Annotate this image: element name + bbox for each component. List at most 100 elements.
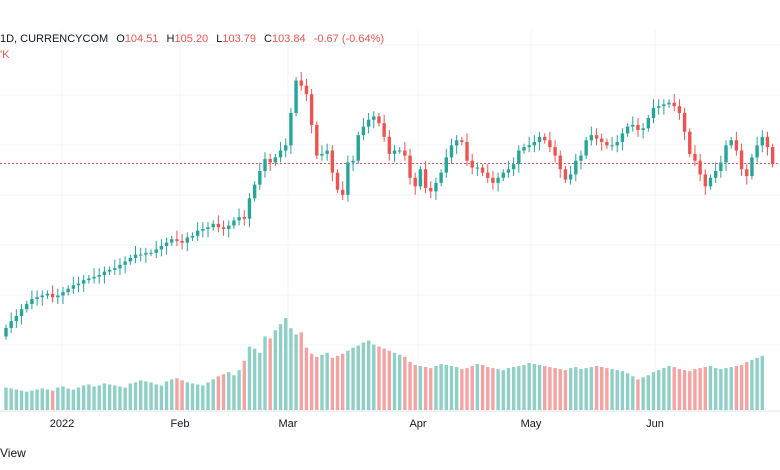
volume-bar — [180, 380, 184, 410]
volume-bar — [185, 382, 189, 410]
candle-body — [237, 217, 241, 221]
candle-body — [465, 141, 469, 161]
x-tick-label: May — [521, 418, 542, 430]
volume-bar — [315, 356, 319, 410]
volume-bar — [698, 368, 702, 410]
volume-bar — [662, 368, 666, 410]
volume-bar — [418, 366, 423, 410]
candle-body — [366, 119, 371, 127]
legend-close-label: C — [264, 33, 272, 45]
candle-body — [97, 275, 101, 277]
candle-body — [403, 150, 407, 156]
candle-body — [102, 271, 107, 276]
candle-body — [688, 131, 692, 154]
candle-body — [273, 157, 278, 163]
candle-body — [45, 293, 50, 296]
volume-bar — [138, 380, 143, 410]
volume-bar — [144, 381, 148, 410]
volume-bar — [35, 389, 39, 410]
volume-bar — [491, 368, 495, 410]
volume-bar — [123, 387, 127, 410]
candle-body — [770, 147, 775, 165]
candle-body — [454, 140, 459, 146]
candle-body — [299, 80, 303, 86]
candle-body — [589, 135, 594, 141]
candle-body — [656, 106, 661, 108]
candle-body — [558, 155, 562, 170]
candle-body — [418, 169, 423, 187]
volume-bar — [149, 382, 153, 410]
candle-body — [662, 104, 666, 107]
candle-body — [289, 112, 293, 146]
candle-body — [636, 124, 640, 131]
candle-body — [765, 136, 770, 148]
volume-bar — [30, 390, 34, 410]
volume-bar — [537, 365, 542, 410]
volume-bar — [102, 383, 107, 410]
volume-bar — [294, 334, 298, 410]
candle-body — [190, 235, 195, 238]
candle-body — [304, 85, 309, 95]
volume-bar — [413, 365, 417, 410]
candle-body — [320, 153, 324, 156]
volume-bar — [677, 369, 682, 410]
volume-bar — [118, 386, 122, 410]
candle-body — [584, 140, 588, 156]
volume-bar — [589, 367, 594, 410]
candle-body — [563, 169, 568, 180]
view-button[interactable]: View — [0, 446, 26, 460]
candle-body — [144, 252, 148, 255]
volume-bar — [584, 368, 588, 410]
candle-body — [703, 174, 707, 187]
candle-body — [651, 107, 656, 119]
candle-body — [356, 135, 360, 161]
volume-bar — [133, 382, 138, 410]
volume-bar — [506, 368, 511, 410]
candle-body — [408, 155, 412, 178]
candle-body — [631, 124, 635, 127]
volume-bar — [693, 369, 697, 410]
volume-bar — [631, 376, 635, 410]
volume-bar — [232, 375, 236, 410]
volume-bar — [206, 382, 210, 410]
volume-bar — [113, 385, 117, 410]
volume-bar — [4, 387, 8, 410]
volume-bar — [351, 347, 355, 410]
candle-body — [92, 276, 96, 279]
candle-body — [164, 242, 169, 247]
volume-bar — [175, 378, 179, 410]
volume-bar — [496, 369, 500, 410]
volume-bar — [71, 389, 76, 410]
volume-bar — [40, 388, 44, 410]
volume-bar — [454, 367, 459, 410]
volume-bar — [216, 376, 221, 410]
volume-bar — [517, 366, 521, 410]
candle-body — [496, 177, 500, 183]
volume-bar — [734, 366, 739, 410]
candle-body — [708, 177, 713, 187]
candle-body — [35, 297, 39, 299]
candle-body — [170, 239, 174, 243]
candle-body — [351, 160, 355, 163]
candle-body — [755, 145, 759, 158]
volume-bar — [713, 368, 718, 410]
volume-bar — [641, 377, 645, 410]
legend-close-value: 103.84 — [272, 33, 306, 45]
volume-bar — [522, 365, 526, 410]
candle-body — [423, 169, 428, 189]
x-tick-label: Mar — [279, 418, 298, 430]
candle-body — [315, 124, 319, 156]
time-axis-labels: 2022 Feb Mar Apr May Jun — [50, 418, 664, 430]
candle-body — [387, 136, 392, 154]
volume-bar — [335, 355, 340, 410]
volume-bar — [304, 347, 309, 410]
volume-bar — [465, 368, 469, 410]
volume-bar — [247, 346, 252, 410]
volume-bar — [284, 318, 288, 410]
candle-body — [66, 288, 70, 293]
candle-body — [429, 188, 433, 192]
candle-body — [268, 159, 272, 163]
candle-body — [724, 145, 728, 163]
candle-body — [641, 128, 645, 131]
